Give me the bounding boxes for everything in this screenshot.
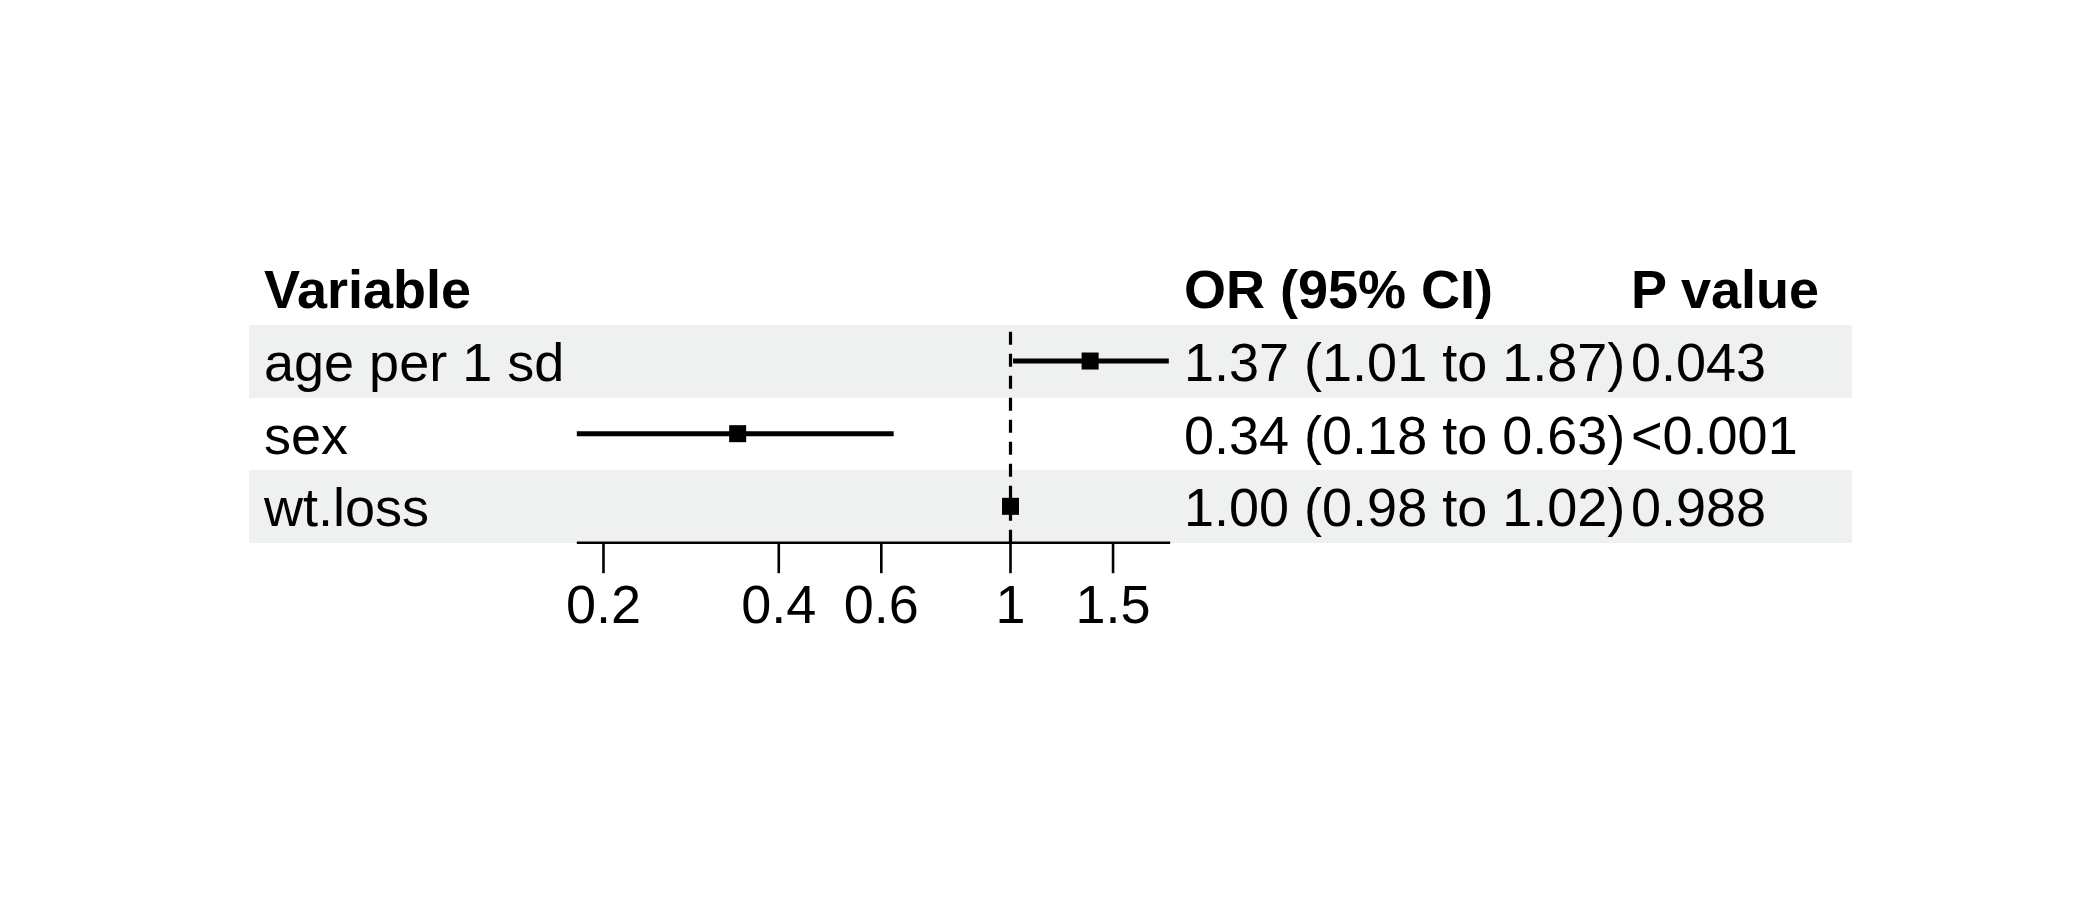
cell-variable: age per 1 sd — [264, 325, 564, 398]
x-axis-tick-label: 0.6 — [844, 574, 919, 634]
column-header-p-value: P value — [1631, 252, 1819, 325]
x-axis-tick-label: 1 — [995, 574, 1025, 634]
cell-or-ci: 1.37 (1.01 to 1.87) — [1184, 325, 1625, 398]
point-marker — [729, 425, 746, 442]
cell-p-value: <0.001 — [1631, 398, 1798, 471]
x-axis-tick-label: 0.4 — [741, 574, 816, 634]
point-marker — [1082, 353, 1099, 370]
column-header-variable: Variable — [264, 252, 471, 325]
cell-or-ci: 0.34 (0.18 to 0.63) — [1184, 398, 1625, 471]
x-axis-tick-label: 1.5 — [1076, 574, 1151, 634]
point-marker — [1002, 498, 1019, 515]
cell-p-value: 0.988 — [1631, 470, 1766, 543]
cell-or-ci: 1.00 (0.98 to 1.02) — [1184, 470, 1625, 543]
x-axis-tick-label: 0.2 — [566, 574, 641, 634]
forest-plot-figure: 0.2 0.4 0.6 1 1.5 Variable OR (95% CI) P val… — [0, 0, 2100, 900]
cell-variable: sex — [264, 398, 348, 471]
cell-variable: wt.loss — [264, 470, 429, 543]
column-header-or-ci: OR (95% CI) — [1184, 252, 1493, 325]
cell-p-value: 0.043 — [1631, 325, 1766, 398]
